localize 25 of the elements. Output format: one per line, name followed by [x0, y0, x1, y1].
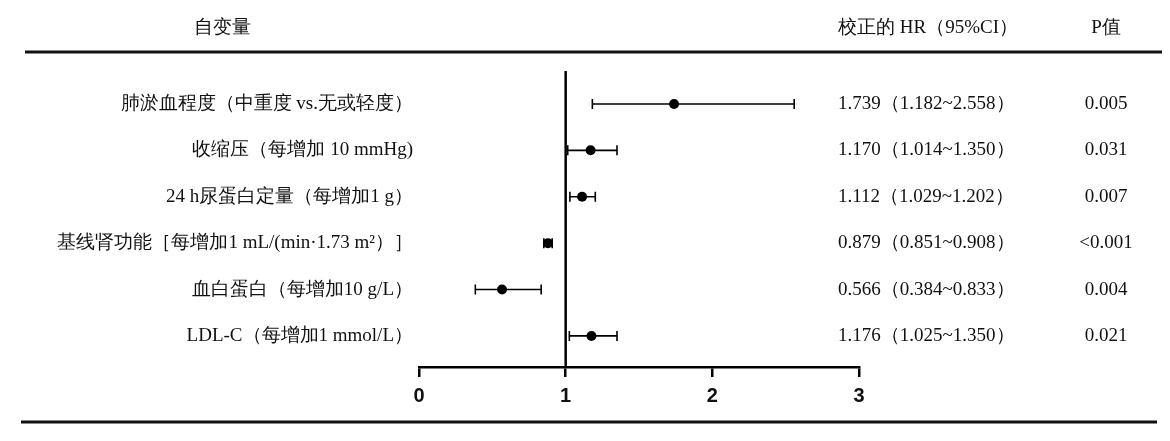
- y-tick-label: 血白蛋白（每增加10 g/L）: [191, 277, 413, 299]
- x-tick-label: 1: [560, 383, 572, 406]
- data-label: 1.112（1.029~1.202）: [838, 184, 1014, 206]
- text: 0.007: [1084, 184, 1128, 206]
- text: 0.004: [1084, 277, 1128, 299]
- data-label: 1.170（1.014~1.350）: [838, 138, 1015, 160]
- data-label: 1.739（1.182~2.558）: [838, 91, 1015, 113]
- text: <0.001: [1079, 231, 1133, 253]
- data-label: 0.879（0.851~0.908）: [838, 231, 1015, 253]
- text: 校正的 HR（95%CI）: [837, 15, 1018, 37]
- x-tick-label: 3: [853, 383, 865, 406]
- y-tick-label: LDL-C（每增加1 mmol/L）: [186, 323, 413, 345]
- y-tick-label: 24 h尿蛋白定量（每增加1 g）: [166, 184, 413, 206]
- x-tick-label: 0: [413, 383, 425, 406]
- text: P值: [1091, 15, 1121, 37]
- y-axis-title: 自变量: [193, 15, 251, 37]
- text: 0.021: [1084, 323, 1128, 345]
- x-tick-label: 2: [706, 383, 718, 406]
- data-label: 1.176（1.025~1.350）: [838, 323, 1015, 345]
- y-tick-label: 肺淤血程度（中重度 vs.无或轻度）: [120, 91, 413, 113]
- text: 0.031: [1084, 138, 1128, 160]
- text: 0.005: [1084, 91, 1128, 113]
- data-label: 0.566（0.384~0.833）: [838, 277, 1015, 299]
- y-tick-label: 基线肾功能［每增加1 mL/(min·1.73 m²）］: [57, 231, 413, 254]
- y-tick-label: 收缩压（每增加 10 mmHg): [192, 138, 413, 161]
